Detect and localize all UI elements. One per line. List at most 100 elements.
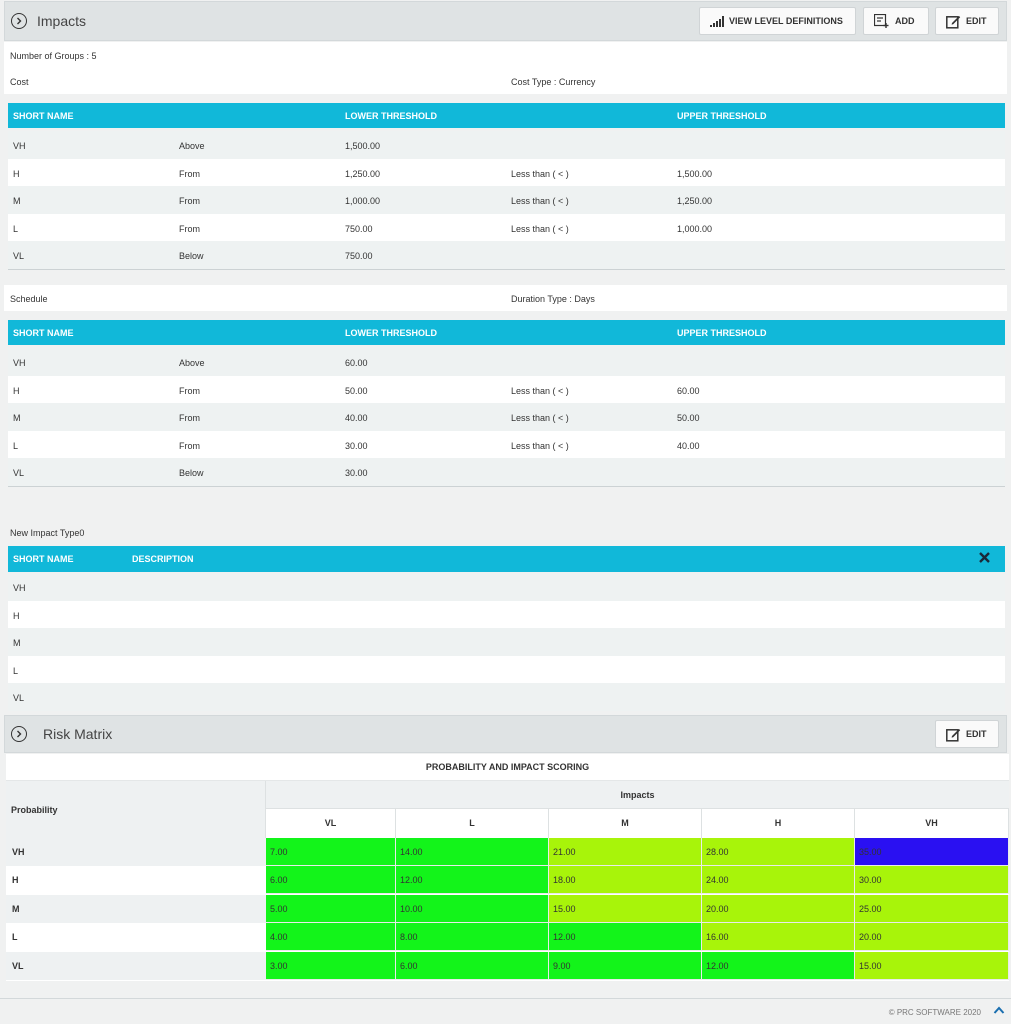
table-row: M From 1,000.00 Less than ( < ) 1,250.00 (8, 186, 1005, 215)
matrix-score-cell[interactable]: 4.00 (266, 923, 396, 952)
matrix-score-cell[interactable]: 35.00 (855, 838, 1009, 866)
impact-column-header: VH (855, 809, 1009, 838)
lower-threshold-cell: 1,500.00 (345, 141, 381, 151)
close-icon[interactable] (978, 551, 991, 566)
collapse-toggle-icon[interactable] (11, 726, 27, 742)
impacts-header: Impacts VIEW LEVEL DEFINITIONS ADD EDIT (4, 1, 1007, 41)
table-row: L (8, 655, 1005, 684)
table-row: M From 40.00 Less than ( < ) 50.00 (8, 403, 1005, 432)
probability-row-label: M (6, 894, 266, 923)
impacts-title: Impacts (37, 13, 87, 29)
upper-threshold-cell: 1,500.00 (677, 168, 713, 179)
probability-impact-matrix: PROBABILITY AND IMPACT SCORING Probabili… (6, 754, 1009, 981)
matrix-score-cell[interactable]: 20.00 (702, 894, 855, 923)
matrix-score-cell[interactable]: 8.00 (396, 923, 549, 952)
view-level-definitions-button[interactable]: VIEW LEVEL DEFINITIONS (699, 7, 856, 35)
add-button[interactable]: ADD (863, 7, 929, 35)
col-description: DESCRIPTION (132, 554, 194, 564)
short-name-cell: VL (13, 693, 25, 704)
probability-row-label: VH (6, 838, 266, 866)
col-lower-threshold: LOWER THRESHOLD (345, 328, 437, 338)
lower-threshold-cell: 30.00 (345, 468, 368, 479)
matrix-score-cell[interactable]: 18.00 (549, 866, 702, 895)
signal-bars-icon (710, 15, 724, 27)
upper-threshold-cell: 1,250.00 (677, 196, 713, 207)
short-name-cell: M (13, 196, 21, 207)
risk-matrix-title: Risk Matrix (43, 726, 113, 742)
short-name-cell: H (13, 168, 20, 179)
table-row: VL Below 750.00 (8, 241, 1005, 270)
cost-table-header: SHORT NAME LOWER THRESHOLD UPPER THRESHO… (8, 103, 1005, 128)
col-short-name: SHORT NAME (13, 554, 74, 564)
schedule-summary-band (4, 285, 1007, 311)
matrix-score-cell[interactable]: 15.00 (855, 951, 1009, 980)
scroll-to-top-icon[interactable] (993, 1005, 1005, 1017)
matrix-score-cell[interactable]: 14.00 (396, 838, 549, 866)
matrix-score-cell[interactable]: 30.00 (855, 866, 1009, 895)
short-name-cell: VL (13, 468, 25, 479)
impacts-summary-band (4, 42, 1007, 94)
table-row: L From 30.00 Less than ( < ) 40.00 (8, 430, 1005, 459)
schedule-table-divider (8, 486, 1005, 487)
number-of-groups: Number of Groups : 5 (10, 51, 97, 61)
footer-copyright: © PRC SOFTWARE 2020 (888, 1008, 981, 1017)
matrix-score-cell[interactable]: 21.00 (549, 838, 702, 866)
short-name-cell: H (13, 385, 20, 396)
operator-cell: From (179, 413, 200, 424)
table-row: L From 750.00 Less than ( < ) 1,000.00 (8, 213, 1005, 242)
matrix-score-cell[interactable]: 6.00 (396, 951, 549, 980)
matrix-title: PROBABILITY AND IMPACT SCORING (6, 754, 1009, 781)
operator-cell: Above (179, 141, 205, 151)
probability-header: Probability (6, 781, 266, 838)
relation-cell: Less than ( < ) (511, 413, 569, 424)
edit-impacts-button[interactable]: EDIT (935, 7, 999, 35)
matrix-score-cell[interactable]: 7.00 (266, 838, 396, 866)
edit-risk-matrix-button[interactable]: EDIT (935, 720, 999, 748)
schedule-table-header: SHORT NAME LOWER THRESHOLD UPPER THRESHO… (8, 320, 1005, 345)
probability-row-label: VL (6, 951, 266, 980)
matrix-score-cell[interactable]: 16.00 (702, 923, 855, 952)
col-upper-threshold: UPPER THRESHOLD (677, 111, 767, 121)
relation-cell: Less than ( < ) (511, 168, 569, 179)
collapse-toggle-icon[interactable] (11, 13, 27, 29)
matrix-score-cell[interactable]: 12.00 (549, 923, 702, 952)
col-short-name: SHORT NAME (13, 328, 74, 338)
matrix-score-cell[interactable]: 20.00 (855, 923, 1009, 952)
short-name-cell: L (13, 223, 19, 234)
footer-divider (0, 998, 1011, 999)
operator-cell: Below (179, 468, 204, 479)
add-label: ADD (895, 16, 915, 26)
matrix-score-cell[interactable]: 12.00 (702, 951, 855, 980)
edit-icon (946, 727, 961, 742)
matrix-score-cell[interactable]: 5.00 (266, 894, 396, 923)
short-name-cell: M (13, 413, 21, 424)
lower-threshold-cell: 1,000.00 (345, 196, 381, 207)
lower-threshold-cell: 40.00 (345, 413, 368, 424)
matrix-score-cell[interactable]: 24.00 (702, 866, 855, 895)
edit-icon (946, 14, 961, 29)
matrix-score-cell[interactable]: 3.00 (266, 951, 396, 980)
matrix-score-cell[interactable]: 10.00 (396, 894, 549, 923)
operator-cell: Above (179, 358, 205, 368)
matrix-score-cell[interactable]: 25.00 (855, 894, 1009, 923)
probability-row-label: H (6, 866, 266, 895)
operator-cell: From (179, 196, 200, 207)
lower-threshold-cell: 750.00 (345, 223, 373, 234)
upper-threshold-cell: 50.00 (677, 413, 700, 424)
impact-column-header: VL (266, 809, 396, 838)
table-row: VH Above 60.00 (8, 348, 1005, 376)
matrix-score-cell[interactable]: 15.00 (549, 894, 702, 923)
relation-cell: Less than ( < ) (511, 196, 569, 207)
cost-type-label: Cost Type : Currency (511, 77, 596, 87)
schedule-group-name: Schedule (10, 294, 48, 304)
upper-threshold-cell: 40.00 (677, 440, 700, 451)
short-name-cell: M (13, 638, 21, 649)
matrix-score-cell[interactable]: 9.00 (549, 951, 702, 980)
table-row: M (8, 628, 1005, 657)
matrix-score-cell[interactable]: 28.00 (702, 838, 855, 866)
impacts-header: Impacts (266, 781, 1009, 809)
matrix-score-cell[interactable]: 12.00 (396, 866, 549, 895)
cost-group-name: Cost (10, 77, 29, 87)
new-impact-table-header: SHORT NAME DESCRIPTION (8, 546, 1005, 572)
matrix-score-cell[interactable]: 6.00 (266, 866, 396, 895)
